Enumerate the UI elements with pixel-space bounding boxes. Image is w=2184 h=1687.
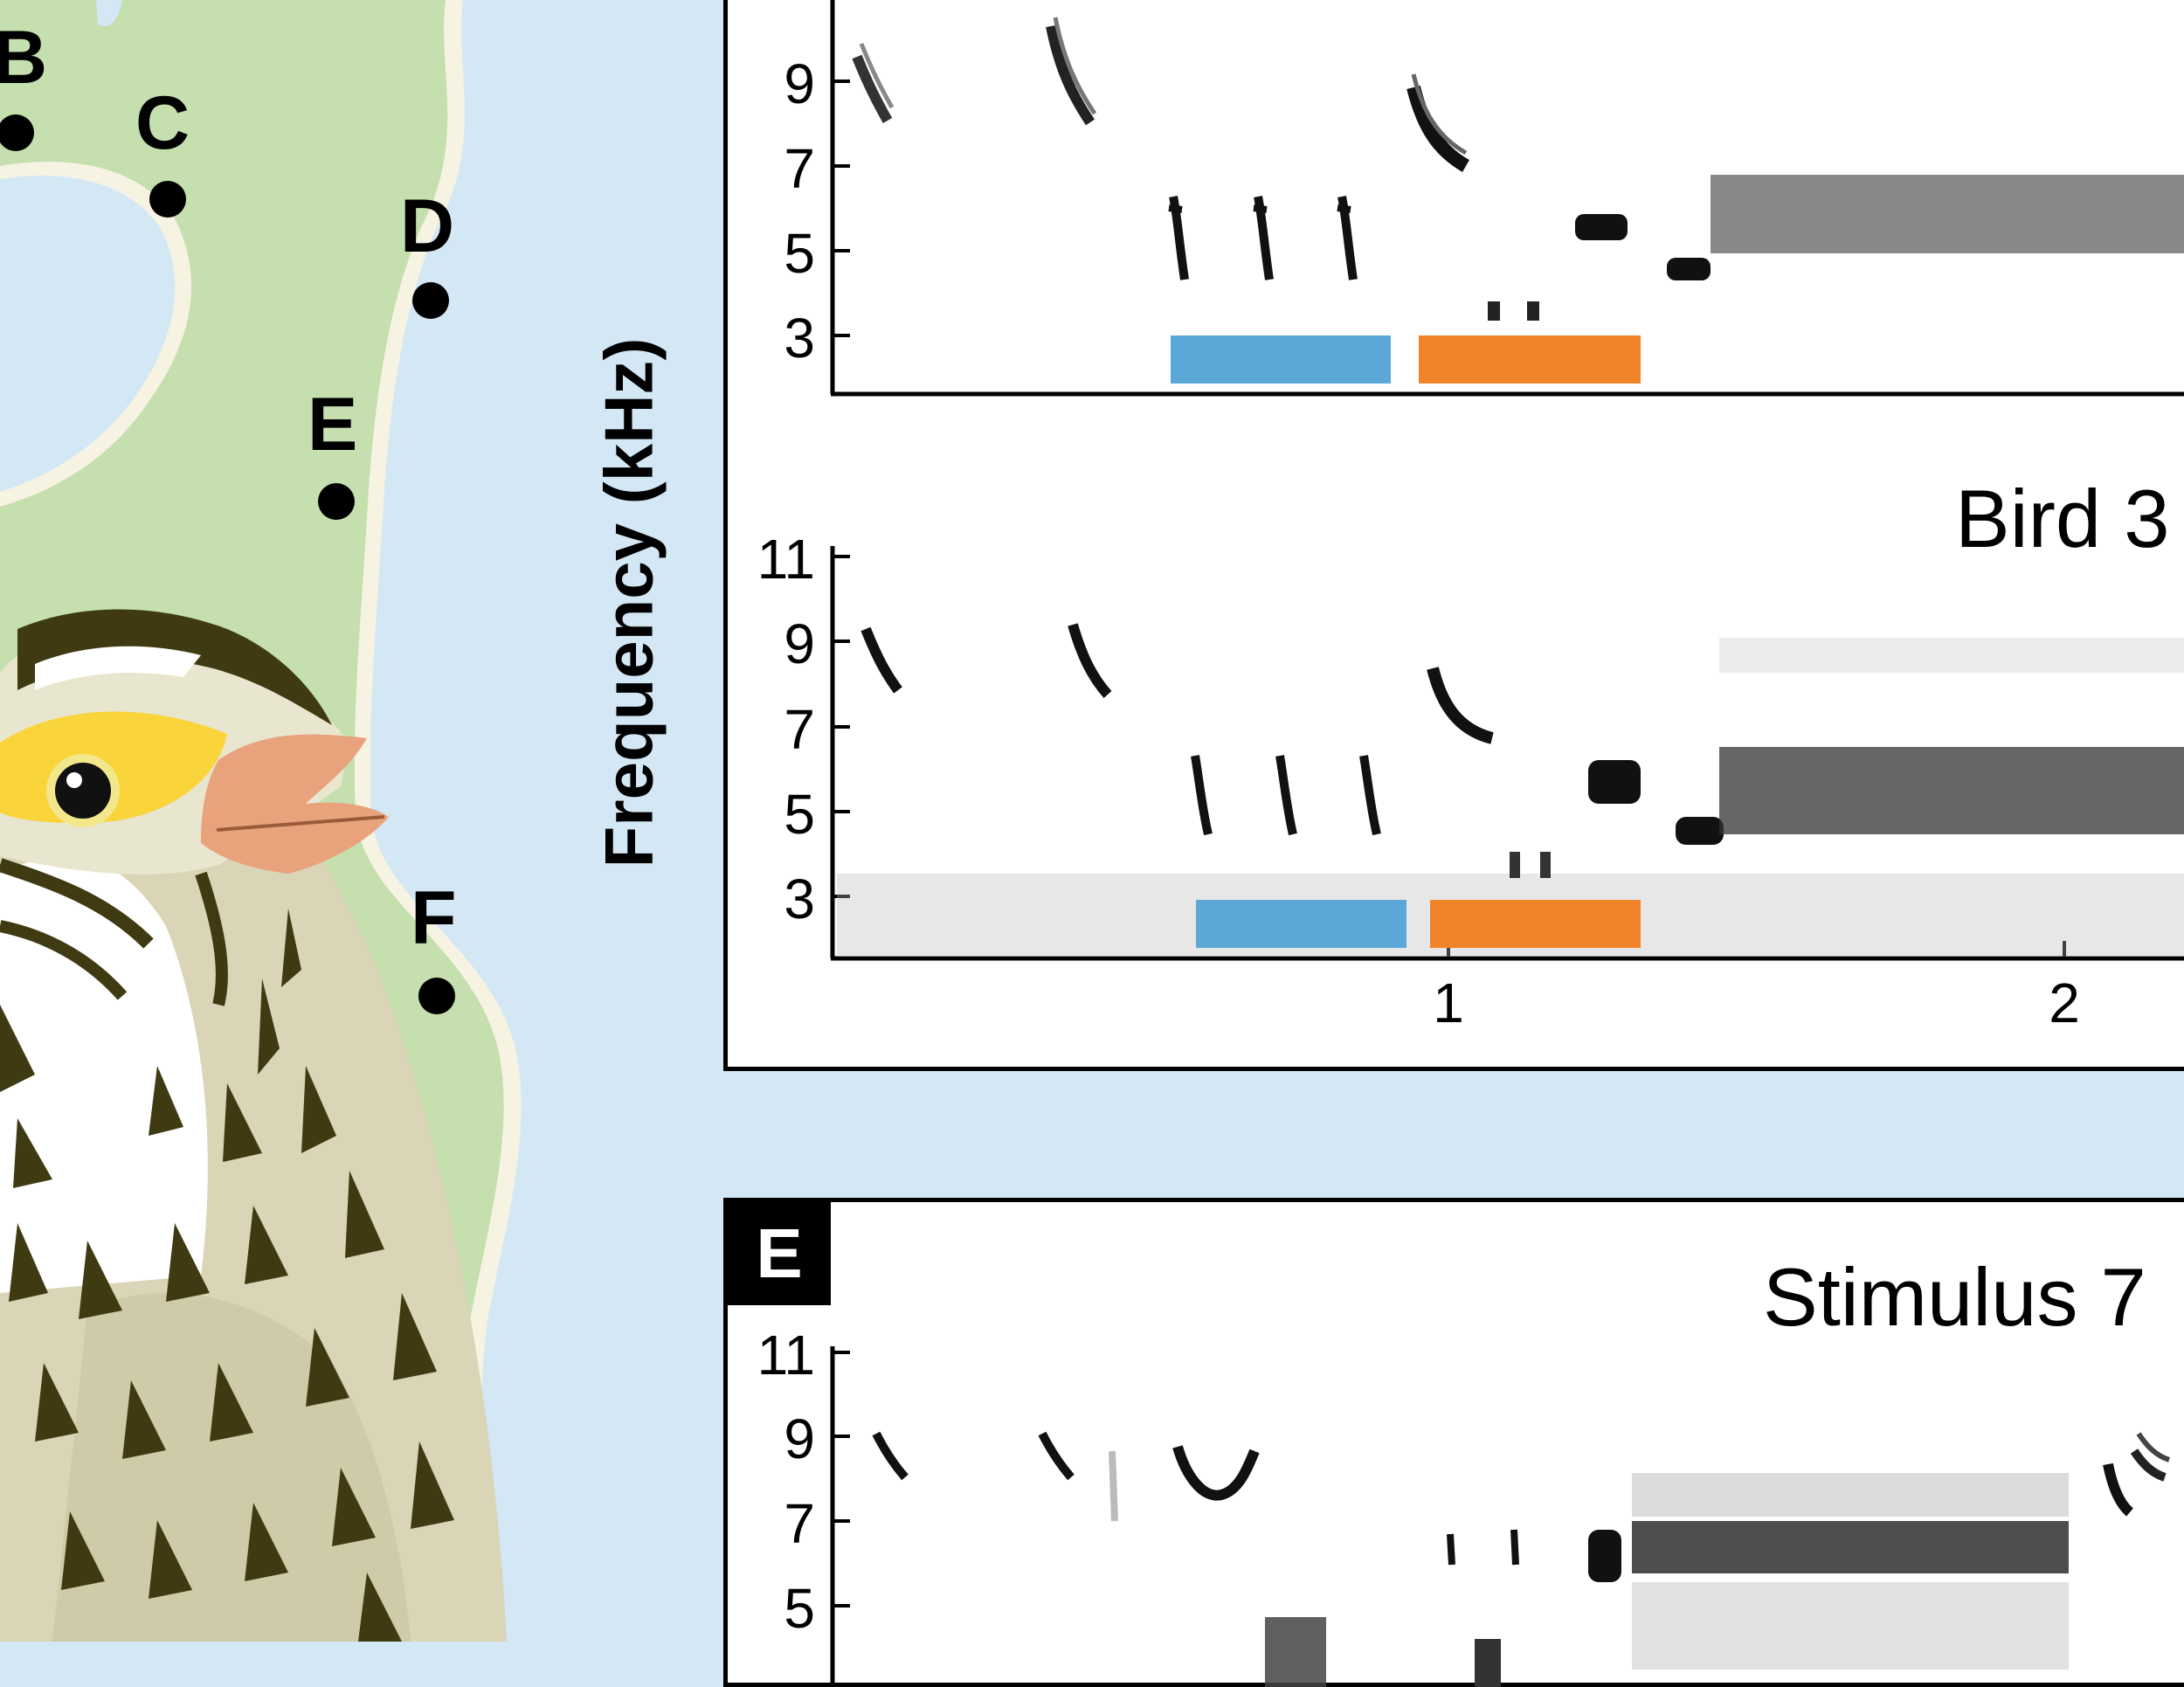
y-tick-label: 3: [784, 868, 815, 930]
y-tick-label: 5: [784, 1577, 815, 1640]
top-water: [96, 0, 122, 27]
y-tick-label: 11: [757, 1324, 815, 1386]
site-label-c: C: [135, 81, 190, 165]
panel-d: Bird 3 9 7 5 3: [723, 0, 2184, 1071]
y-tick-label: 11: [757, 528, 815, 591]
y-tick-label: 5: [784, 783, 815, 846]
y-tick-label: 7: [784, 1492, 815, 1555]
y-tick-label: 3: [784, 307, 815, 370]
site-label-d: D: [400, 184, 454, 268]
y-tick-label: 7: [784, 698, 815, 761]
y-tick-label: 9: [784, 1407, 815, 1470]
panel-e: E Stimulus 7 11 9 7 5: [723, 1198, 2184, 1687]
spectrogram-d: 9 7 5 3: [757, 0, 2184, 1034]
site-label-f: F: [411, 876, 457, 960]
upper-trill-band: [1711, 175, 2184, 253]
site-marker-e: [318, 483, 355, 520]
site-label-e: E: [308, 383, 357, 467]
y-axis-title: Frequency (kHz): [590, 337, 667, 868]
upper-orange-segment: [1419, 335, 1641, 384]
bird-3-trill-band: [1719, 747, 2184, 834]
bay-water: [0, 176, 176, 492]
y-tick-label: 9: [784, 612, 815, 675]
subplot-title-stimulus-7: Stimulus 7: [1763, 1251, 2146, 1343]
spectrogram-upper: 9 7 5 3: [784, 0, 2184, 397]
site-marker-d: [412, 282, 449, 319]
y-tick-label: 7: [784, 137, 815, 200]
site-marker-f: [418, 978, 455, 1014]
upper-blue-segment: [1171, 335, 1391, 384]
subplot-title-bird-3: Bird 3: [1955, 473, 2170, 564]
bird-3-orange-segment: [1430, 900, 1641, 948]
site-marker-c: [149, 181, 186, 218]
site-label-b: B: [0, 16, 47, 100]
y-tick-label: 5: [784, 222, 815, 285]
y-tick-label: 9: [784, 52, 815, 115]
bird-3-blue-segment: [1196, 900, 1406, 948]
site-map: B C D E F: [0, 0, 725, 1642]
sparrow-illustration: [0, 609, 507, 1642]
x-tick-label: 1: [1433, 971, 1464, 1034]
x-tick-label: 2: [2049, 971, 2080, 1034]
stimulus-trill-band: [1632, 1521, 2069, 1573]
spectrogram-stimulus-7: 11 9 7 5: [757, 1324, 2171, 1687]
site-marker-b: [0, 114, 34, 151]
panel-label-e: E: [728, 1202, 831, 1305]
spectrogram-bird-3: 11 9 7 5 3 1 2: [757, 528, 2184, 1034]
